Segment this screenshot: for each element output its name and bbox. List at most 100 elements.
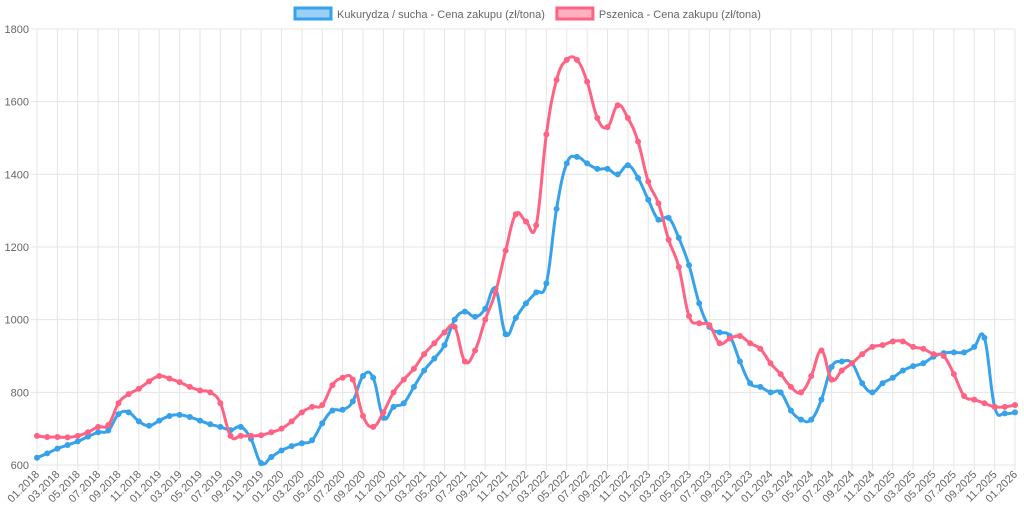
data-point (798, 416, 805, 423)
data-point (879, 342, 886, 349)
data-point (686, 262, 692, 269)
data-point (390, 403, 397, 410)
data-point (95, 429, 102, 436)
data-point (360, 412, 366, 419)
data-point (115, 400, 122, 407)
data-point (910, 363, 917, 370)
data-point (533, 289, 540, 296)
data-point (64, 442, 71, 449)
legend-label: Kukurydza / sucha - Cena zakupu (zł/tona… (337, 9, 545, 21)
data-point (614, 171, 621, 178)
data-point (268, 454, 275, 461)
legend-label: Pszenica - Cena zakupu (zł/tona) (599, 9, 761, 21)
data-point (706, 322, 713, 329)
data-point (400, 400, 407, 407)
data-point (44, 450, 51, 457)
data-point (523, 218, 529, 225)
data-point (798, 389, 805, 396)
data-point (135, 418, 142, 425)
y-tick-label: 1600 (5, 97, 29, 109)
data-point (767, 360, 774, 367)
data-point (502, 247, 509, 254)
data-point (74, 438, 81, 445)
data-point (461, 308, 468, 315)
data-point (950, 371, 957, 378)
data-point (461, 358, 468, 365)
data-point (329, 382, 336, 389)
data-point (747, 380, 754, 387)
data-point (869, 343, 876, 350)
data-point (573, 153, 580, 160)
data-point (818, 347, 825, 354)
data-point (400, 376, 407, 383)
data-point (604, 165, 611, 172)
data-point (34, 432, 40, 439)
data-point (675, 234, 682, 241)
data-point (451, 316, 458, 323)
data-point (553, 205, 560, 212)
data-point (614, 102, 621, 109)
data-point (543, 280, 550, 287)
data-point (64, 434, 71, 441)
data-point (74, 432, 81, 439)
data-point (115, 411, 122, 418)
data-point (482, 316, 489, 323)
data-point (787, 407, 794, 414)
data-point (309, 437, 316, 444)
data-point (696, 320, 703, 327)
data-point (930, 351, 937, 358)
data-point (686, 313, 692, 320)
data-point (584, 78, 591, 85)
data-point (288, 443, 295, 450)
data-point (981, 400, 988, 407)
data-point (736, 333, 743, 340)
data-point (655, 216, 662, 223)
data-point (777, 371, 784, 378)
data-point (838, 367, 845, 374)
data-point (390, 389, 397, 396)
data-point (95, 423, 102, 430)
data-point (268, 429, 275, 436)
data-point (563, 56, 570, 63)
data-point (410, 365, 417, 372)
data-point (624, 115, 631, 122)
data-point (757, 345, 764, 352)
data-point (207, 421, 214, 428)
data-point (767, 389, 774, 396)
data-point (961, 392, 968, 399)
data-point (594, 115, 601, 122)
data-point (981, 334, 988, 341)
data-point (584, 160, 591, 167)
data-point (349, 398, 356, 405)
data-point (777, 389, 784, 396)
data-point (360, 372, 366, 379)
data-point (84, 429, 91, 436)
data-point (645, 196, 652, 203)
data-point (197, 387, 203, 394)
data-point (156, 372, 163, 379)
data-point (258, 432, 265, 439)
data-point (34, 454, 40, 461)
data-point (655, 200, 662, 207)
data-point (278, 425, 285, 432)
data-point (716, 329, 723, 336)
data-point (512, 211, 519, 218)
data-point (920, 345, 927, 352)
data-point (563, 160, 570, 167)
data-point (105, 427, 112, 434)
data-point (431, 355, 438, 362)
data-point (451, 323, 458, 330)
y-tick-label: 1200 (5, 242, 29, 254)
data-point (879, 380, 886, 387)
data-point (1001, 403, 1008, 410)
data-point (105, 422, 112, 429)
data-point (319, 420, 326, 427)
data-point (716, 340, 723, 347)
data-point (166, 412, 173, 419)
y-tick-label: 1400 (5, 169, 29, 181)
data-point (186, 414, 193, 421)
data-point (523, 300, 529, 307)
data-point (186, 383, 193, 390)
data-point (899, 367, 906, 374)
